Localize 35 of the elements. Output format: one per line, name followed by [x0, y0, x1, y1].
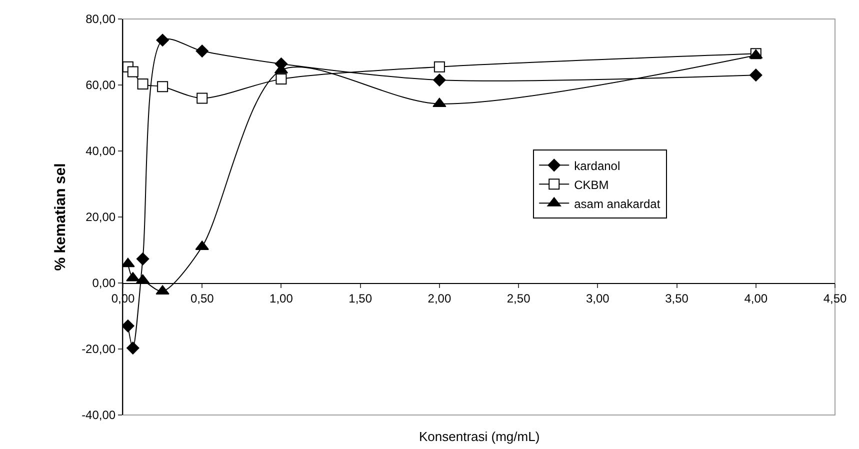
x-tick-label: 0,50 [190, 291, 214, 306]
x-tick-label: 4,50 [823, 291, 847, 306]
point [276, 74, 287, 85]
point [432, 98, 446, 108]
x-tick-label: 2,50 [506, 291, 531, 306]
legend-label: asam anakardat [574, 196, 661, 211]
legend-label: CKBM [574, 178, 609, 192]
x-axis-title: Konsentrasi (mg/mL) [419, 429, 540, 444]
y-tick-label: -40,00 [82, 408, 116, 422]
x-tick-label: 4,00 [744, 291, 768, 306]
point [123, 320, 134, 332]
point [196, 92, 208, 104]
point [156, 34, 169, 46]
x-tick-label: 2,00 [428, 291, 452, 306]
point [750, 68, 762, 82]
point [126, 342, 140, 354]
y-axis-title: % kematian sel [52, 163, 69, 271]
point [137, 78, 148, 90]
y-tick-label: 80,00 [86, 12, 116, 26]
y-tick-label: 60,00 [86, 78, 116, 92]
point [196, 44, 208, 58]
point [136, 252, 150, 266]
x-tick-label: 3,50 [665, 291, 689, 306]
y-tick-label: 20,00 [86, 210, 116, 224]
y-tick-label: 40,00 [86, 144, 116, 158]
x-tick-label: 1,50 [348, 291, 372, 306]
point [157, 81, 168, 92]
y-tick-label: -20,00 [82, 342, 116, 356]
legend-label: kardanol [574, 158, 620, 173]
point [127, 66, 138, 78]
x-tick-label: 1,00 [270, 291, 294, 306]
x-tick-label: 3,00 [586, 291, 610, 306]
point [433, 74, 446, 86]
y-tick-label: 0,00 [92, 276, 116, 290]
point [434, 61, 445, 72]
